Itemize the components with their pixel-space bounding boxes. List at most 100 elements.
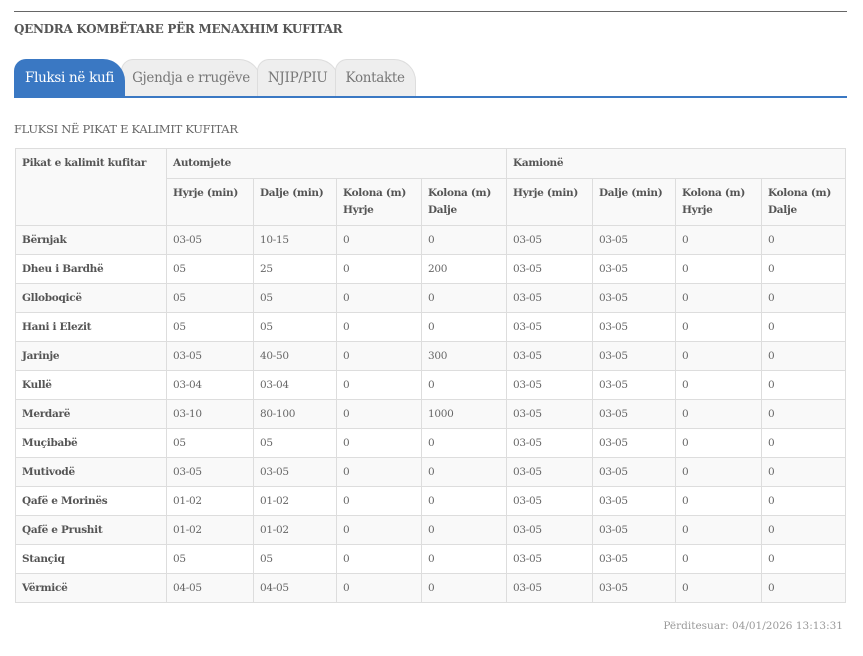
- value-cell: 0: [336, 370, 422, 400]
- table-row: Glloboqicë 05 05 0 0 03-05 03-05 0 0: [15, 283, 846, 313]
- table-row: Qafë e Morinës 01-02 01-02 0 0 03-05 03-05 0 0: [15, 486, 846, 516]
- value-cell: 0: [761, 370, 846, 400]
- value-cell: 03-05: [253, 457, 337, 487]
- value-cell: 0: [675, 399, 762, 429]
- subheader-cell: Kolona (m) Hyrje: [336, 178, 422, 226]
- value-cell: 0: [675, 573, 762, 603]
- value-cell: 25: [253, 254, 337, 284]
- header-crossing-point: Pikat e kalimit kufitar: [15, 148, 167, 226]
- value-cell: 0: [421, 515, 507, 545]
- subheader-cell: Hyrje (min): [506, 178, 593, 226]
- value-cell: 0: [675, 254, 762, 284]
- value-cell: 0: [675, 283, 762, 313]
- value-cell: 0: [761, 312, 846, 342]
- table-row: Vërmicë 04-05 04-05 0 0 03-05 03-05 0 0: [15, 573, 846, 603]
- table-row: Muçibabë 05 05 0 0 03-05 03-05 0 0: [15, 428, 846, 458]
- value-cell: 40-50: [253, 341, 337, 371]
- value-cell: 0: [421, 225, 507, 255]
- subheader-cell: Kolona (m) Hyrje: [675, 178, 762, 226]
- value-cell: 0: [761, 341, 846, 371]
- value-cell: 0: [421, 283, 507, 313]
- value-cell: 0: [336, 225, 422, 255]
- crossing-name: Bërnjak: [15, 225, 167, 255]
- value-cell: 01-02: [253, 515, 337, 545]
- value-cell: 0: [761, 486, 846, 516]
- value-cell: 03-05: [592, 225, 676, 255]
- value-cell: 0: [761, 573, 846, 603]
- value-cell: 0: [421, 312, 507, 342]
- table-row: Bërnjak 03-05 10-15 0 0 03-05 03-05 0 0: [15, 225, 846, 255]
- value-cell: 05: [253, 428, 337, 458]
- value-cell: 0: [421, 486, 507, 516]
- value-cell: 01-02: [253, 486, 337, 516]
- value-cell: 0: [336, 544, 422, 574]
- table-row: Qafë e Prushit 01-02 01-02 0 0 03-05 03-05 0 0: [15, 515, 846, 545]
- value-cell: 0: [336, 399, 422, 429]
- value-cell: 03-05: [592, 254, 676, 284]
- value-cell: 03-05: [592, 428, 676, 458]
- table-row: Kullë 03-04 03-04 0 0 03-05 03-05 0 0: [15, 370, 846, 400]
- crossing-name: Hani i Elezit: [15, 312, 167, 342]
- value-cell: 03-05: [506, 254, 593, 284]
- crossing-name: Kullë: [15, 370, 167, 400]
- value-cell: 1000: [421, 399, 507, 429]
- subheader-cell: Kolona (m) Dalje: [761, 178, 846, 226]
- value-cell: 03-05: [592, 573, 676, 603]
- value-cell: 0: [675, 312, 762, 342]
- subheader-cell: Dalje (min): [253, 178, 337, 226]
- last-updated: Përditesuar: 04/01/2026 13:13:31: [663, 620, 843, 632]
- value-cell: 0: [675, 544, 762, 574]
- crossing-name: Qafë e Prushit: [15, 515, 167, 545]
- crossing-name: Merdarë: [15, 399, 167, 429]
- page-title: QENDRA KOMBËTARE PËR MENAXHIM KUFITAR: [14, 22, 343, 36]
- value-cell: 0: [675, 370, 762, 400]
- tab-gjendja[interactable]: Gjendja e rrugëve: [121, 59, 261, 96]
- value-cell: 0: [761, 254, 846, 284]
- value-cell: 0: [336, 283, 422, 313]
- tab-fluksi[interactable]: Fluksi në kufi: [14, 59, 126, 96]
- value-cell: 03-05: [506, 283, 593, 313]
- tab-kontakte[interactable]: Kontakte: [334, 59, 416, 96]
- value-cell: 04-05: [253, 573, 337, 603]
- value-cell: 03-05: [506, 341, 593, 371]
- crossing-name: Glloboqicë: [15, 283, 167, 313]
- value-cell: 03-05: [592, 515, 676, 545]
- value-cell: 0: [761, 457, 846, 487]
- value-cell: 03-05: [506, 399, 593, 429]
- value-cell: 03-05: [166, 457, 254, 487]
- table-row: Hani i Elezit 05 05 0 0 03-05 03-05 0 0: [15, 312, 846, 342]
- value-cell: 03-05: [506, 573, 593, 603]
- crossing-name: Muçibabë: [15, 428, 167, 458]
- value-cell: 03-05: [506, 312, 593, 342]
- tab-njip[interactable]: NJIP/PIU: [256, 59, 339, 96]
- tab-bar: Fluksi në kufi Gjendja e rrugëve NJIP/PI…: [14, 59, 847, 98]
- value-cell: 80-100: [253, 399, 337, 429]
- value-cell: 0: [336, 486, 422, 516]
- top-divider: [14, 11, 847, 12]
- value-cell: 03-05: [592, 399, 676, 429]
- value-cell: 01-02: [166, 515, 254, 545]
- value-cell: 03-05: [592, 486, 676, 516]
- header-automjete: Automjete: [166, 148, 507, 179]
- value-cell: 0: [421, 457, 507, 487]
- crossing-name: Qafë e Morinës: [15, 486, 167, 516]
- value-cell: 03-05: [506, 428, 593, 458]
- value-cell: 03-05: [506, 370, 593, 400]
- value-cell: 0: [675, 225, 762, 255]
- table-row: Jarinje 03-05 40-50 0 300 03-05 03-05 0 0: [15, 341, 846, 371]
- crossing-name: Mutivodë: [15, 457, 167, 487]
- crossing-name: Dheu i Bardhë: [15, 254, 167, 284]
- value-cell: 03-05: [506, 486, 593, 516]
- value-cell: 03-04: [166, 370, 254, 400]
- value-cell: 0: [675, 457, 762, 487]
- value-cell: 03-05: [592, 457, 676, 487]
- value-cell: 300: [421, 341, 507, 371]
- border-flux-table: Pikat e kalimit kufitar Automjete Kamion…: [15, 148, 846, 603]
- value-cell: 0: [675, 428, 762, 458]
- value-cell: 0: [761, 544, 846, 574]
- value-cell: 03-05: [506, 457, 593, 487]
- value-cell: 03-05: [592, 312, 676, 342]
- value-cell: 03-05: [592, 283, 676, 313]
- header-kamione: Kamionë: [506, 148, 846, 179]
- value-cell: 03-05: [166, 341, 254, 371]
